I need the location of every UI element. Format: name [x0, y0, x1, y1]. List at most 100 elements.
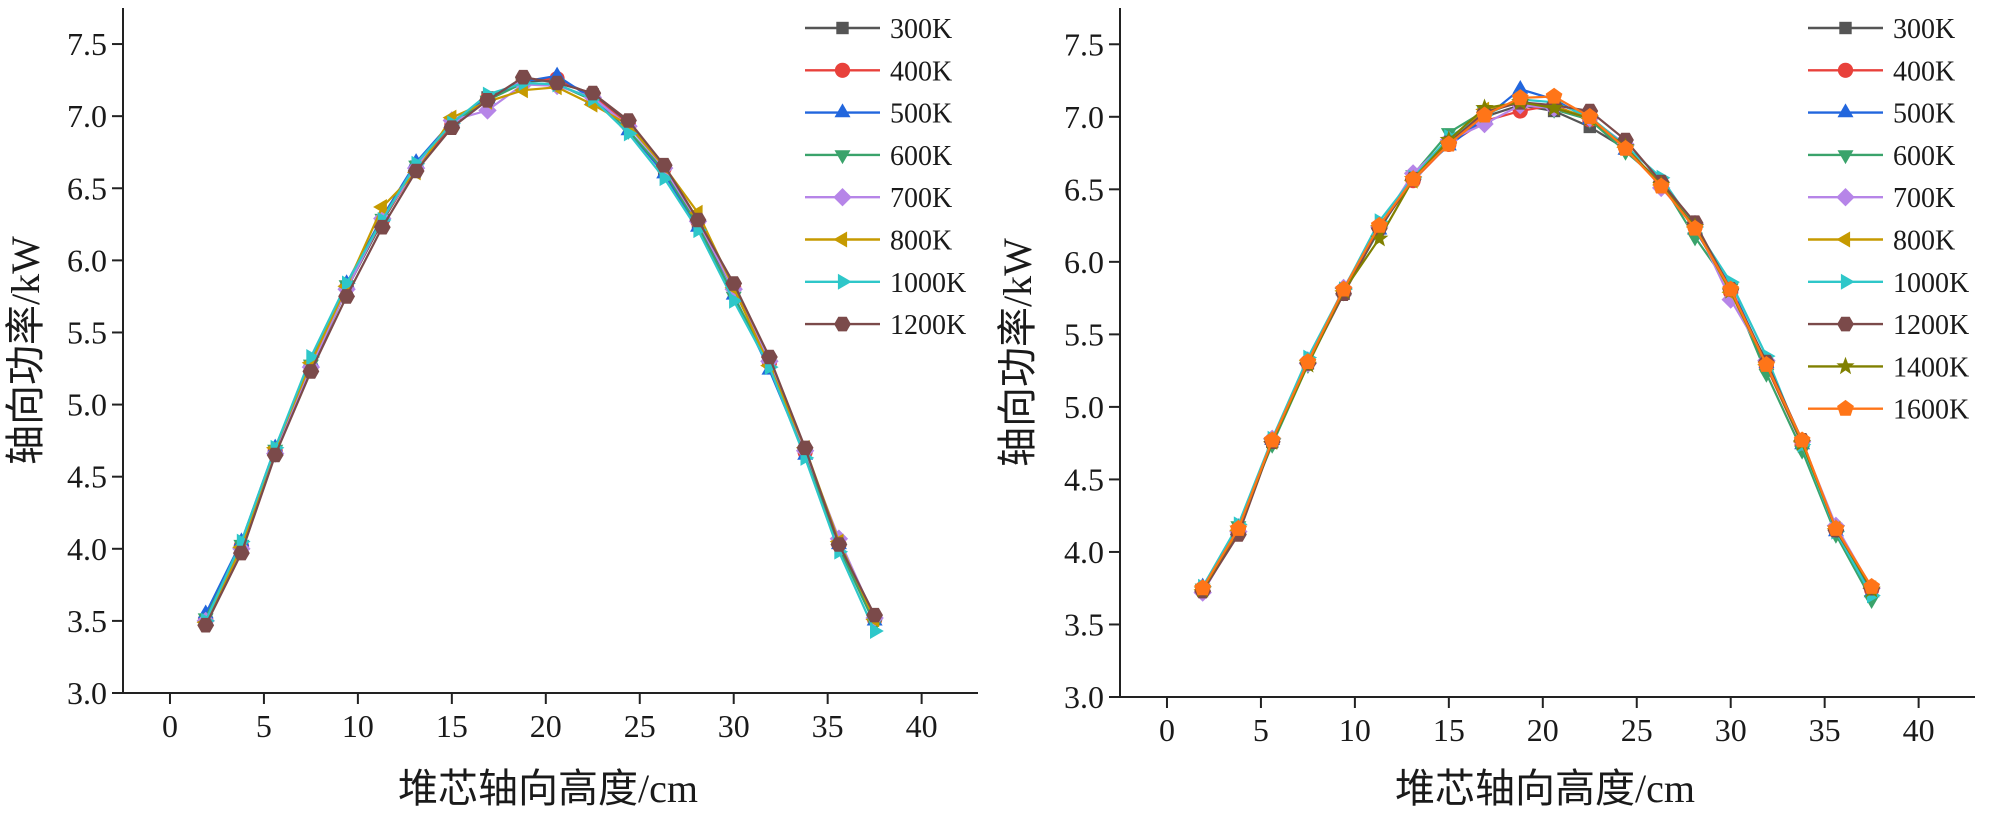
- x-axis-title: 堆芯轴向高度/cm: [1395, 766, 1695, 811]
- data-point: [1370, 229, 1389, 247]
- x-tick-label: 30: [718, 708, 750, 744]
- data-point: [1581, 108, 1599, 124]
- data-point: [1230, 519, 1247, 536]
- legend-label: 300K: [1893, 14, 1955, 45]
- series-line: [1201, 104, 1873, 594]
- y-tick-label: 6.0: [67, 242, 107, 278]
- data-point: [236, 533, 251, 550]
- legend-item: 1000K: [1808, 268, 1969, 299]
- series-line: [1201, 104, 1873, 591]
- legend-marker: [837, 273, 852, 290]
- series-line: [1201, 101, 1873, 591]
- legend-label: 1000K: [1893, 268, 1969, 299]
- data-point: [1652, 177, 1670, 194]
- data-point: [197, 617, 215, 633]
- data-point: [373, 219, 391, 235]
- series-600K: [197, 78, 883, 633]
- data-point: [338, 289, 355, 304]
- data-point: [796, 440, 814, 456]
- data-point: [306, 349, 321, 365]
- legend-marker: [834, 150, 851, 165]
- data-point: [233, 545, 250, 561]
- legend-item: 800K: [1808, 226, 1955, 257]
- legend-label: 800K: [1893, 226, 1955, 257]
- legend-label: 600K: [890, 141, 952, 172]
- data-point: [1299, 353, 1317, 369]
- data-point: [302, 364, 320, 379]
- legend-marker: [1840, 273, 1855, 290]
- data-point: [689, 212, 707, 228]
- x-tick-label: 5: [256, 708, 272, 744]
- legend-item: 500K: [805, 99, 952, 130]
- legend-marker: [1836, 231, 1851, 248]
- series-700K: [1193, 96, 1881, 602]
- legend-label: 400K: [1893, 56, 1955, 87]
- x-tick-label: 10: [342, 708, 374, 744]
- data-point: [620, 113, 637, 128]
- x-tick-label: 35: [812, 708, 844, 744]
- x-tick-label: 0: [162, 708, 178, 744]
- chart-panel-2: 3.0 3.5 4.0 4.5 5.0 5.5 6.0 6.5 7.0 7.5 0 5 10 15 20 25…: [995, 8, 1975, 811]
- series-line: [204, 78, 876, 622]
- y-tick-label: 4.0: [67, 531, 107, 567]
- legend-item: 1600K: [1808, 395, 1969, 426]
- legend-label: 1200K: [890, 310, 966, 341]
- legend-label: 600K: [1893, 141, 1955, 172]
- y-tick-label: 4.0: [1064, 534, 1104, 570]
- y-tick-label: 7.0: [1064, 99, 1104, 135]
- legend-marker: [1837, 103, 1854, 118]
- x-tick-label: 20: [1527, 712, 1559, 748]
- series-1400K: [1193, 92, 1881, 598]
- legend-item: 1400K: [1808, 352, 1969, 383]
- legend-label: 500K: [1893, 99, 1955, 130]
- y-tick-label: 6.5: [67, 170, 107, 206]
- series-800K: [196, 79, 880, 631]
- series-line: [204, 74, 876, 622]
- data-point: [373, 199, 387, 215]
- x-tick-label: 35: [1809, 712, 1841, 748]
- data-point: [584, 85, 602, 101]
- legend-item: 1000K: [805, 268, 966, 299]
- data-point: [1686, 219, 1704, 236]
- series-line: [204, 83, 876, 622]
- legend-item: 500K: [1808, 99, 1955, 130]
- legend-marker: [833, 231, 848, 248]
- data-point: [1827, 519, 1845, 536]
- x-tick-label: 0: [1159, 712, 1175, 748]
- legend-item: 800K: [805, 226, 952, 257]
- series-line: [204, 77, 876, 620]
- data-point: [342, 275, 356, 292]
- x-tick-label: 40: [1903, 712, 1935, 748]
- data-point: [1194, 579, 1212, 596]
- legend-item: 400K: [1808, 56, 1955, 87]
- series-line: [1201, 101, 1873, 591]
- legend-marker: [1839, 21, 1852, 35]
- data-point: [1511, 89, 1529, 106]
- y-axis-title: 轴向功率/kW: [3, 236, 48, 465]
- legend-marker: [1837, 150, 1854, 165]
- data-point: [1793, 431, 1811, 448]
- legend-item: 600K: [1808, 141, 1955, 172]
- y-tick-label: 6.5: [1064, 171, 1104, 207]
- y-tick-label: 7.5: [67, 26, 107, 62]
- data-point: [729, 292, 743, 309]
- series-1200K: [1194, 95, 1880, 599]
- data-point: [443, 120, 461, 135]
- data-point: [1335, 280, 1352, 297]
- data-point: [1512, 80, 1529, 94]
- data-point: [1263, 431, 1281, 448]
- data-point: [266, 447, 284, 463]
- series-700K: [196, 75, 884, 631]
- legend-item: 400K: [805, 56, 952, 87]
- series-600K: [1194, 97, 1880, 609]
- data-point: [1404, 170, 1422, 187]
- data-point: [407, 163, 425, 179]
- legend-marker: [1837, 399, 1854, 416]
- data-point: [479, 93, 496, 108]
- series-line: [1201, 101, 1873, 601]
- data-point: [1617, 139, 1634, 156]
- series-800K: [1193, 94, 1877, 598]
- legend-marker: [834, 103, 851, 118]
- series-1600K: [1194, 87, 1880, 596]
